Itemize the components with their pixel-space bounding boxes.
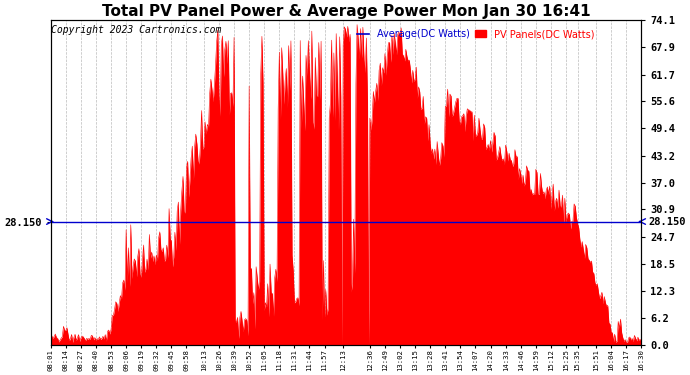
- Text: 28.150: 28.150: [649, 216, 686, 226]
- Text: Copyright 2023 Cartronics.com: Copyright 2023 Cartronics.com: [51, 25, 221, 35]
- Legend: Average(DC Watts), PV Panels(DC Watts): Average(DC Watts), PV Panels(DC Watts): [353, 25, 598, 43]
- Title: Total PV Panel Power & Average Power Mon Jan 30 16:41: Total PV Panel Power & Average Power Mon…: [101, 4, 591, 19]
